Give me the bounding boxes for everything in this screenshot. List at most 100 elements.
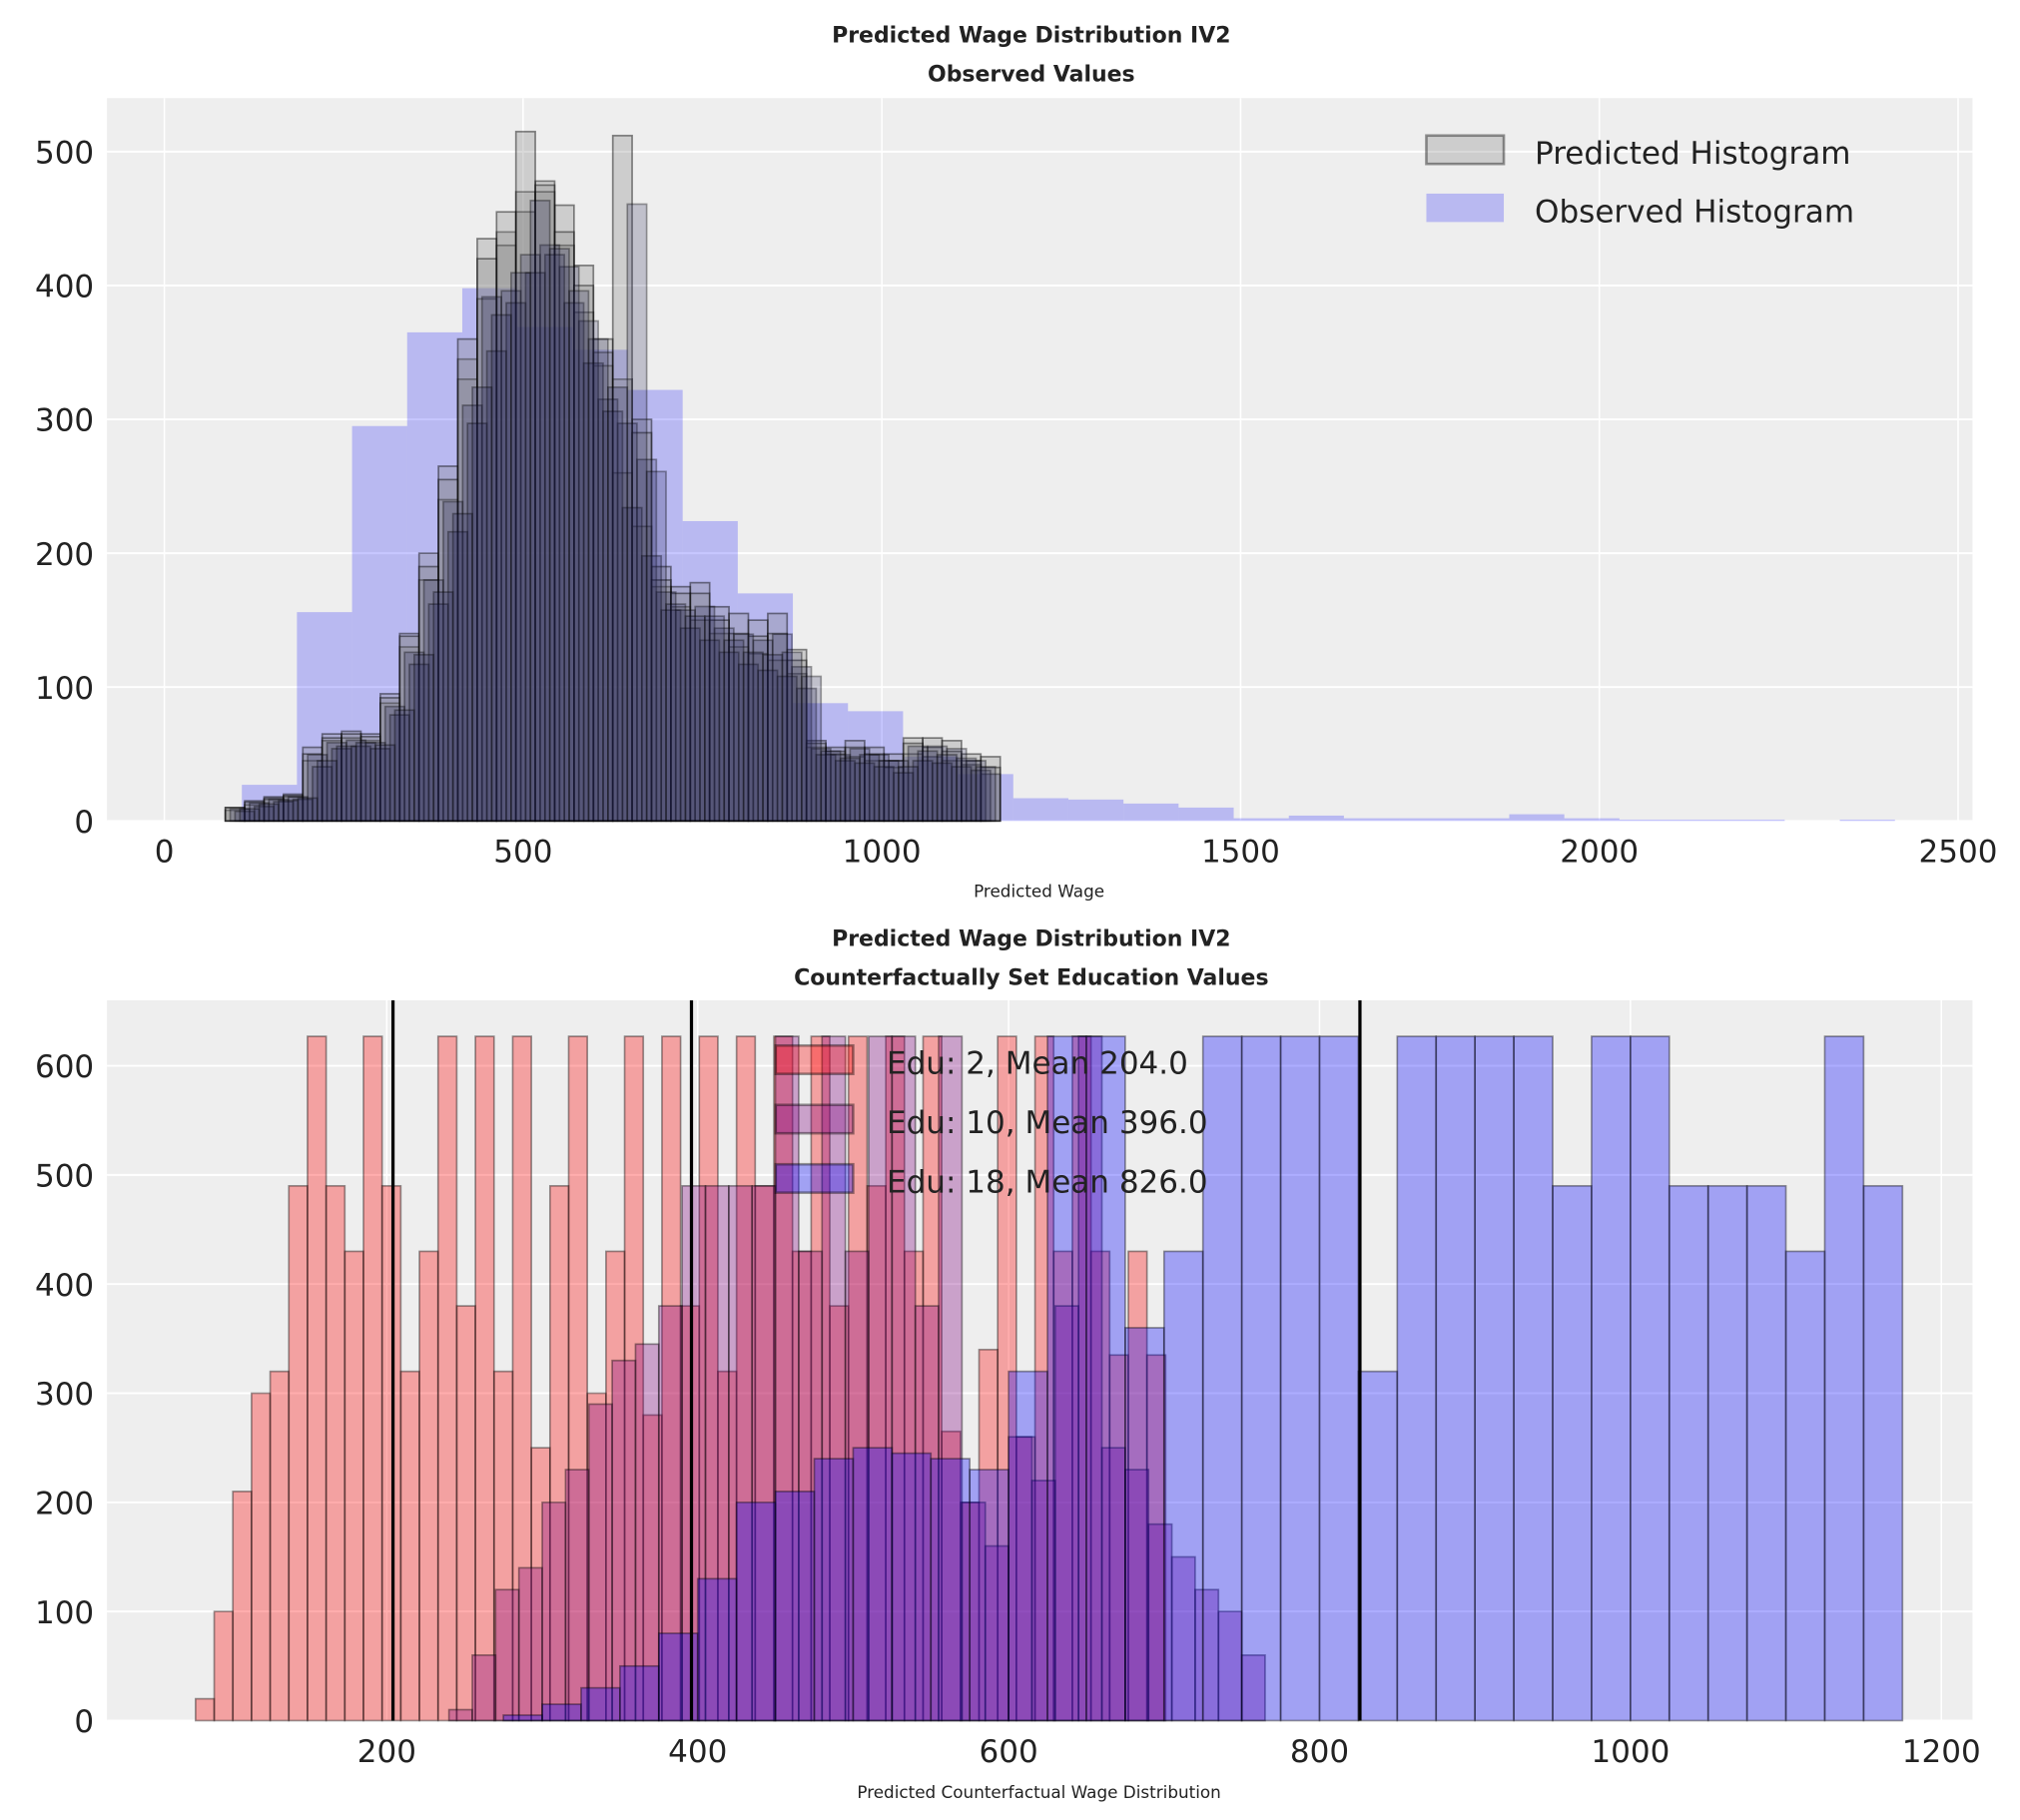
observed-bar — [1178, 807, 1234, 822]
observed-bar — [848, 711, 904, 822]
histogram-bar — [619, 1664, 660, 1722]
predicted-bar — [331, 748, 352, 823]
histogram-bar — [634, 1343, 660, 1722]
observed-bar — [461, 288, 518, 822]
histogram-bar — [1085, 1035, 1126, 1722]
legend-label: Edu: 10, Mean 396.0 — [887, 1105, 1208, 1141]
predicted-bar — [616, 422, 638, 823]
top-chart: 0 500 1000 1500 2000 2500 0 100 200 300 400 500 Pre… — [35, 24, 1997, 902]
predicted-bar — [509, 272, 532, 823]
predicted-bar — [340, 733, 362, 823]
predicted-bar — [713, 627, 735, 823]
histogram-bar — [914, 1305, 940, 1722]
predicted-bar — [864, 760, 886, 823]
predicted-bar — [321, 737, 342, 823]
predicted-bar — [771, 633, 793, 823]
predicted-bar — [451, 512, 473, 823]
predicted-bar — [665, 603, 687, 823]
predicted-bar — [883, 766, 905, 823]
predicted-bar — [834, 760, 857, 823]
predicted-bar — [956, 757, 978, 823]
histogram-bar — [903, 1250, 925, 1722]
predicted-bar — [674, 609, 696, 823]
predicted-bar — [582, 361, 604, 823]
predicted-bar — [868, 754, 891, 823]
predicted-bar — [883, 760, 905, 823]
bottom-chart: 200 400 600 800 1000 12000100200300400500600 … — [35, 927, 1981, 1802]
predicted-bar — [733, 633, 755, 823]
observed-bar — [351, 425, 407, 822]
predicted-bar — [437, 478, 459, 823]
histogram-bar — [1201, 1035, 1243, 1722]
predicted-bar — [403, 651, 425, 823]
predicted-bar — [340, 730, 362, 823]
predicted-bar — [927, 745, 949, 823]
predicted-bar — [553, 204, 575, 823]
histogram-bar — [567, 1035, 589, 1722]
predicted-bar — [946, 748, 968, 823]
histogram-bar — [1008, 1370, 1048, 1722]
predicted-bar — [864, 746, 886, 823]
histogram-bar — [1046, 1035, 1087, 1722]
predicted-bar — [534, 180, 556, 823]
histogram-bar — [821, 1035, 847, 1722]
predicted-bar — [383, 705, 405, 823]
predicted-bar — [273, 801, 295, 823]
histogram-bar — [813, 1458, 855, 1722]
predicted-bar — [534, 184, 556, 823]
x-tick-label: 1500 — [1201, 835, 1280, 871]
histogram-bar — [1745, 1184, 1787, 1722]
histogram-bar — [1030, 1480, 1056, 1722]
predicted-bar — [902, 753, 924, 823]
histogram-bar — [885, 1035, 906, 1722]
predicted-bar — [302, 753, 324, 823]
predicted-bar — [287, 796, 309, 823]
predicted-bar — [374, 744, 396, 823]
histogram-bar — [1100, 1447, 1126, 1722]
x-tick-label: 500 — [493, 835, 552, 871]
predicted-bar — [354, 742, 376, 823]
top-bars — [224, 130, 1895, 823]
predicted-bar — [728, 646, 750, 823]
histogram-bar — [1108, 1354, 1129, 1722]
predicted-bar — [699, 639, 721, 823]
y-tick-label: 100 — [35, 1595, 94, 1631]
observed-bar — [406, 331, 462, 822]
predicted-bar — [941, 740, 963, 823]
predicted-bar — [611, 377, 633, 823]
histogram-bar — [717, 1370, 738, 1722]
histogram-bar — [213, 1610, 235, 1722]
histogram-bar — [868, 1035, 894, 1722]
histogram-bar — [1008, 1436, 1033, 1722]
predicted-bar — [446, 530, 469, 823]
histogram-bar — [735, 1035, 757, 1722]
histogram-bar — [586, 1392, 607, 1722]
predicted-bar — [611, 134, 633, 823]
predicted-bar — [283, 793, 305, 823]
predicted-bar — [961, 753, 983, 823]
top-x-axis-label: Predicted Wage — [974, 882, 1104, 902]
histogram-bar — [696, 1577, 738, 1722]
observed-bar — [1675, 819, 1730, 822]
histogram-bar — [494, 1588, 520, 1722]
histogram-bar — [1552, 1184, 1593, 1722]
predicted-bar — [980, 756, 1002, 823]
legend-swatch — [774, 1103, 855, 1135]
top-legend: Predicted Histogram Observed Histogram — [1425, 134, 1854, 230]
histogram-bar — [959, 1501, 981, 1722]
predicted-bar — [283, 794, 305, 823]
predicted-bar — [859, 754, 881, 823]
x-tick-label: 200 — [357, 1734, 416, 1770]
histogram-bar — [541, 1501, 567, 1722]
histogram-bar — [1823, 1035, 1865, 1722]
predicted-bar — [961, 760, 983, 823]
observed-bar — [572, 349, 628, 822]
predicted-bar — [893, 772, 915, 823]
predicted-bar — [234, 810, 256, 823]
predicted-bar — [965, 760, 988, 823]
predicted-bar — [398, 632, 420, 823]
bottom-title-line2: Counterfactually Set Education Values — [794, 965, 1268, 990]
predicted-bar — [249, 802, 271, 823]
predicted-bar — [737, 663, 760, 823]
predicted-bar — [742, 651, 764, 823]
